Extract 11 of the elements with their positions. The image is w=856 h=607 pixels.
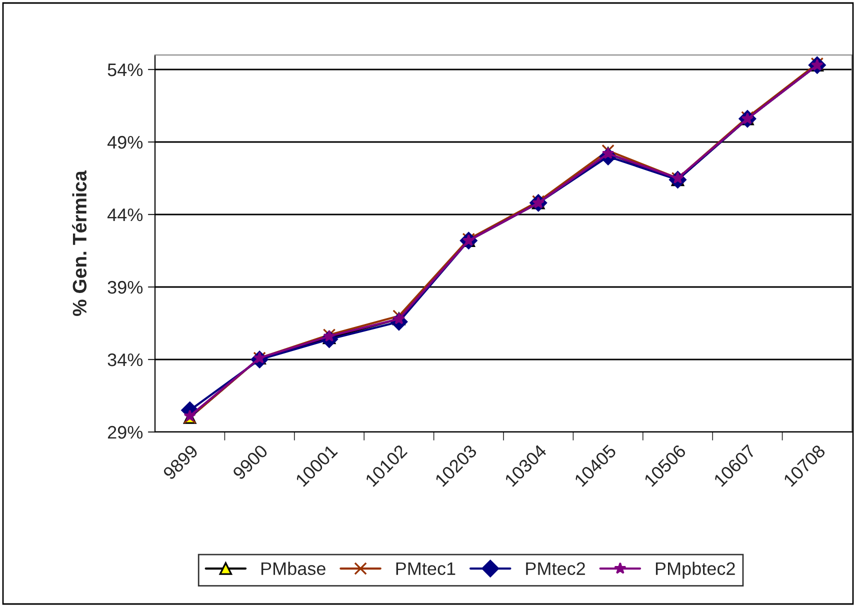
y-tick-label: 29% [108,426,143,439]
y-tick-label: 34% [108,353,143,366]
legend-label: PMtec2 [526,562,585,576]
y-tick-label: 49% [107,136,143,149]
y-tick-label: 44% [107,208,143,222]
legend-label: PMtec1 [396,562,456,576]
y-axis-title: % Gen. Térmica [72,170,87,316]
y-tick-label: 54% [108,64,143,76]
y-tick-label: 39% [108,280,143,294]
legend-label: PMpbtec2 [656,562,735,579]
legend-label: PMbase [261,562,326,576]
